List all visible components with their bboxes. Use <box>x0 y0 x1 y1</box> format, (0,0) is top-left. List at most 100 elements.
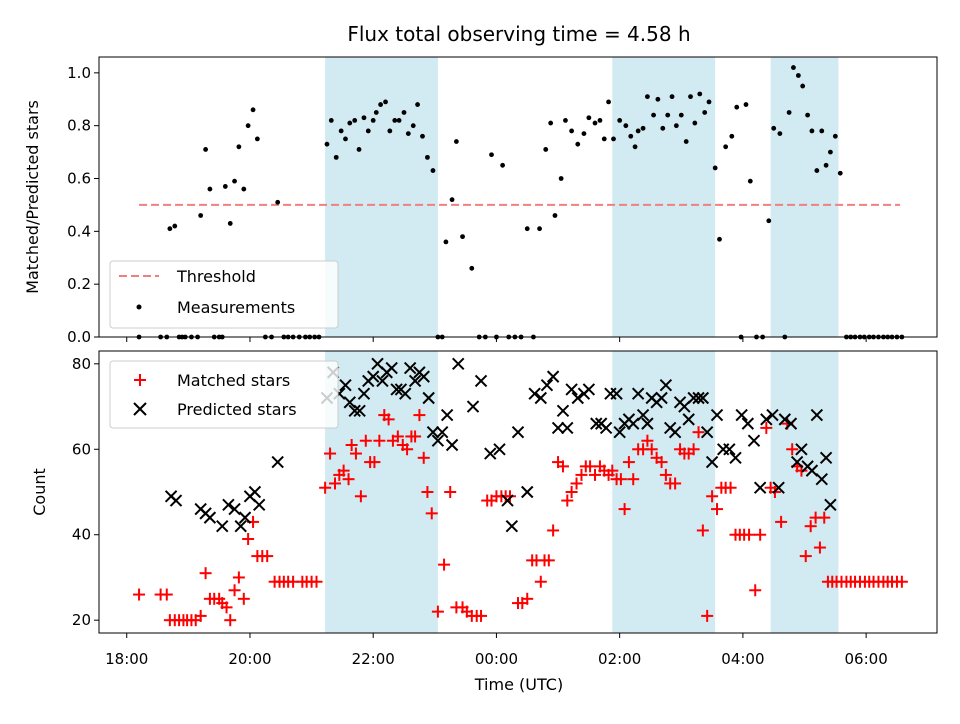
matched-stars-point <box>659 468 672 481</box>
matched-stars-point <box>724 481 737 494</box>
predicted-stars-point <box>431 434 445 447</box>
predicted-stars-point <box>353 404 366 418</box>
predicted-stars-point <box>546 370 560 383</box>
predicted-stars-point <box>815 472 828 486</box>
matched-stars-point <box>645 443 658 456</box>
x-tick-label: 22:00 <box>352 650 395 668</box>
measurement-point <box>592 120 598 126</box>
predicted-stars-point <box>403 361 417 375</box>
predicted-stars-point <box>710 408 724 422</box>
measurement-point <box>606 99 611 105</box>
matched-stars-point <box>606 464 619 477</box>
measurement-point <box>734 104 740 110</box>
measurement-point <box>805 112 811 118</box>
matched-stars-point <box>534 575 547 588</box>
predicted-stars-point <box>824 498 837 512</box>
measurement-point <box>172 223 178 229</box>
measurement-point <box>697 91 703 97</box>
predicted-stars-point <box>348 404 361 418</box>
predicted-stars-point <box>636 408 650 422</box>
matched-stars-point <box>328 477 341 490</box>
matched-stars-point <box>133 588 146 601</box>
matched-stars-point <box>575 468 588 481</box>
measurement-point <box>692 120 698 126</box>
measurement-point <box>702 110 708 115</box>
matched-stars-point <box>160 588 173 601</box>
measurement-point <box>569 128 575 134</box>
predicted-stars-point <box>716 443 730 456</box>
measurement-point <box>203 147 208 152</box>
matched-stars-point <box>310 575 323 588</box>
predicted-stars-point <box>169 494 183 507</box>
count-legend-box <box>109 360 339 429</box>
predicted-stars-point <box>692 391 705 405</box>
predicted-stars-point <box>561 421 574 435</box>
measurement-point <box>712 165 718 171</box>
predicted-stars-point <box>784 417 798 430</box>
predicted-stars-point <box>753 481 767 494</box>
predicted-stars-point <box>571 391 584 405</box>
predicted-stars-point <box>484 447 497 460</box>
predicted-stars-point <box>436 425 449 439</box>
matched-stars-point <box>622 456 635 469</box>
measurement-point <box>660 125 666 131</box>
matched-stars-point <box>669 477 682 490</box>
measurement-point <box>611 136 616 142</box>
matched-stars-point <box>503 490 516 503</box>
matched-stars-point <box>368 456 381 469</box>
matched-stars-point <box>614 473 627 486</box>
matched-stars-point <box>220 601 233 614</box>
predicted-stars-point <box>599 421 613 435</box>
matched-stars-point <box>475 609 488 622</box>
measurement-point <box>420 133 425 139</box>
predicted-legend-label: Predicted stars <box>177 400 297 419</box>
measurement-point <box>837 170 843 176</box>
measurement-point <box>537 226 542 232</box>
measurement-point <box>800 83 806 89</box>
predicted-stars-point <box>668 425 682 439</box>
predicted-stars-point <box>528 387 541 400</box>
predicted-stars-point <box>613 425 626 439</box>
ratio-legend: Threshold Measurements <box>109 260 339 329</box>
predicted-stars-point <box>760 413 773 426</box>
measurement-point <box>232 178 237 184</box>
matched-stars-point <box>542 554 555 567</box>
x-tick-label: 02:00 <box>598 650 641 668</box>
x-tick-label: 20:00 <box>228 650 271 668</box>
predicted-stars-point <box>735 408 748 422</box>
matched-stars-point <box>319 481 332 494</box>
matched-stars-point <box>401 443 414 456</box>
count-legend: Matched stars Predicted stars <box>109 360 339 429</box>
predicted-stars-point <box>417 370 430 383</box>
ratio-y-tick-label: 0.8 <box>67 117 91 135</box>
measurement-point <box>558 176 564 181</box>
matched-stars-point <box>743 528 756 541</box>
measurement-point <box>333 154 339 160</box>
measurement-point <box>222 184 228 189</box>
ratio-observing-window-1 <box>325 57 438 337</box>
predicted-stars-point <box>390 383 403 396</box>
ratio-axes-frame <box>98 56 938 338</box>
predicted-stars-point <box>238 511 252 524</box>
matched-stars-point <box>589 468 602 481</box>
matched-stars-point <box>382 413 395 426</box>
matched-stars-point <box>391 430 404 443</box>
measurement-point <box>786 110 792 115</box>
matched-stars-point <box>237 592 250 605</box>
matched-stars-point <box>345 439 358 451</box>
measurement-point <box>352 117 358 123</box>
measurement-point <box>575 141 581 147</box>
predicted-stars-point <box>248 485 262 499</box>
measurement-point <box>387 128 393 134</box>
predicted-stars-point <box>627 417 640 430</box>
count-y-tick-label: 40 <box>72 526 91 544</box>
predicted-stars-point <box>641 417 654 430</box>
matched-stars-point <box>786 443 799 456</box>
predicted-stars-point <box>376 374 389 388</box>
predicted-stars-point <box>222 498 235 512</box>
measurement-point <box>832 133 838 139</box>
measurement-point <box>328 117 334 123</box>
matched-stars-point <box>413 409 426 422</box>
matched-legend-swatch <box>134 374 146 386</box>
